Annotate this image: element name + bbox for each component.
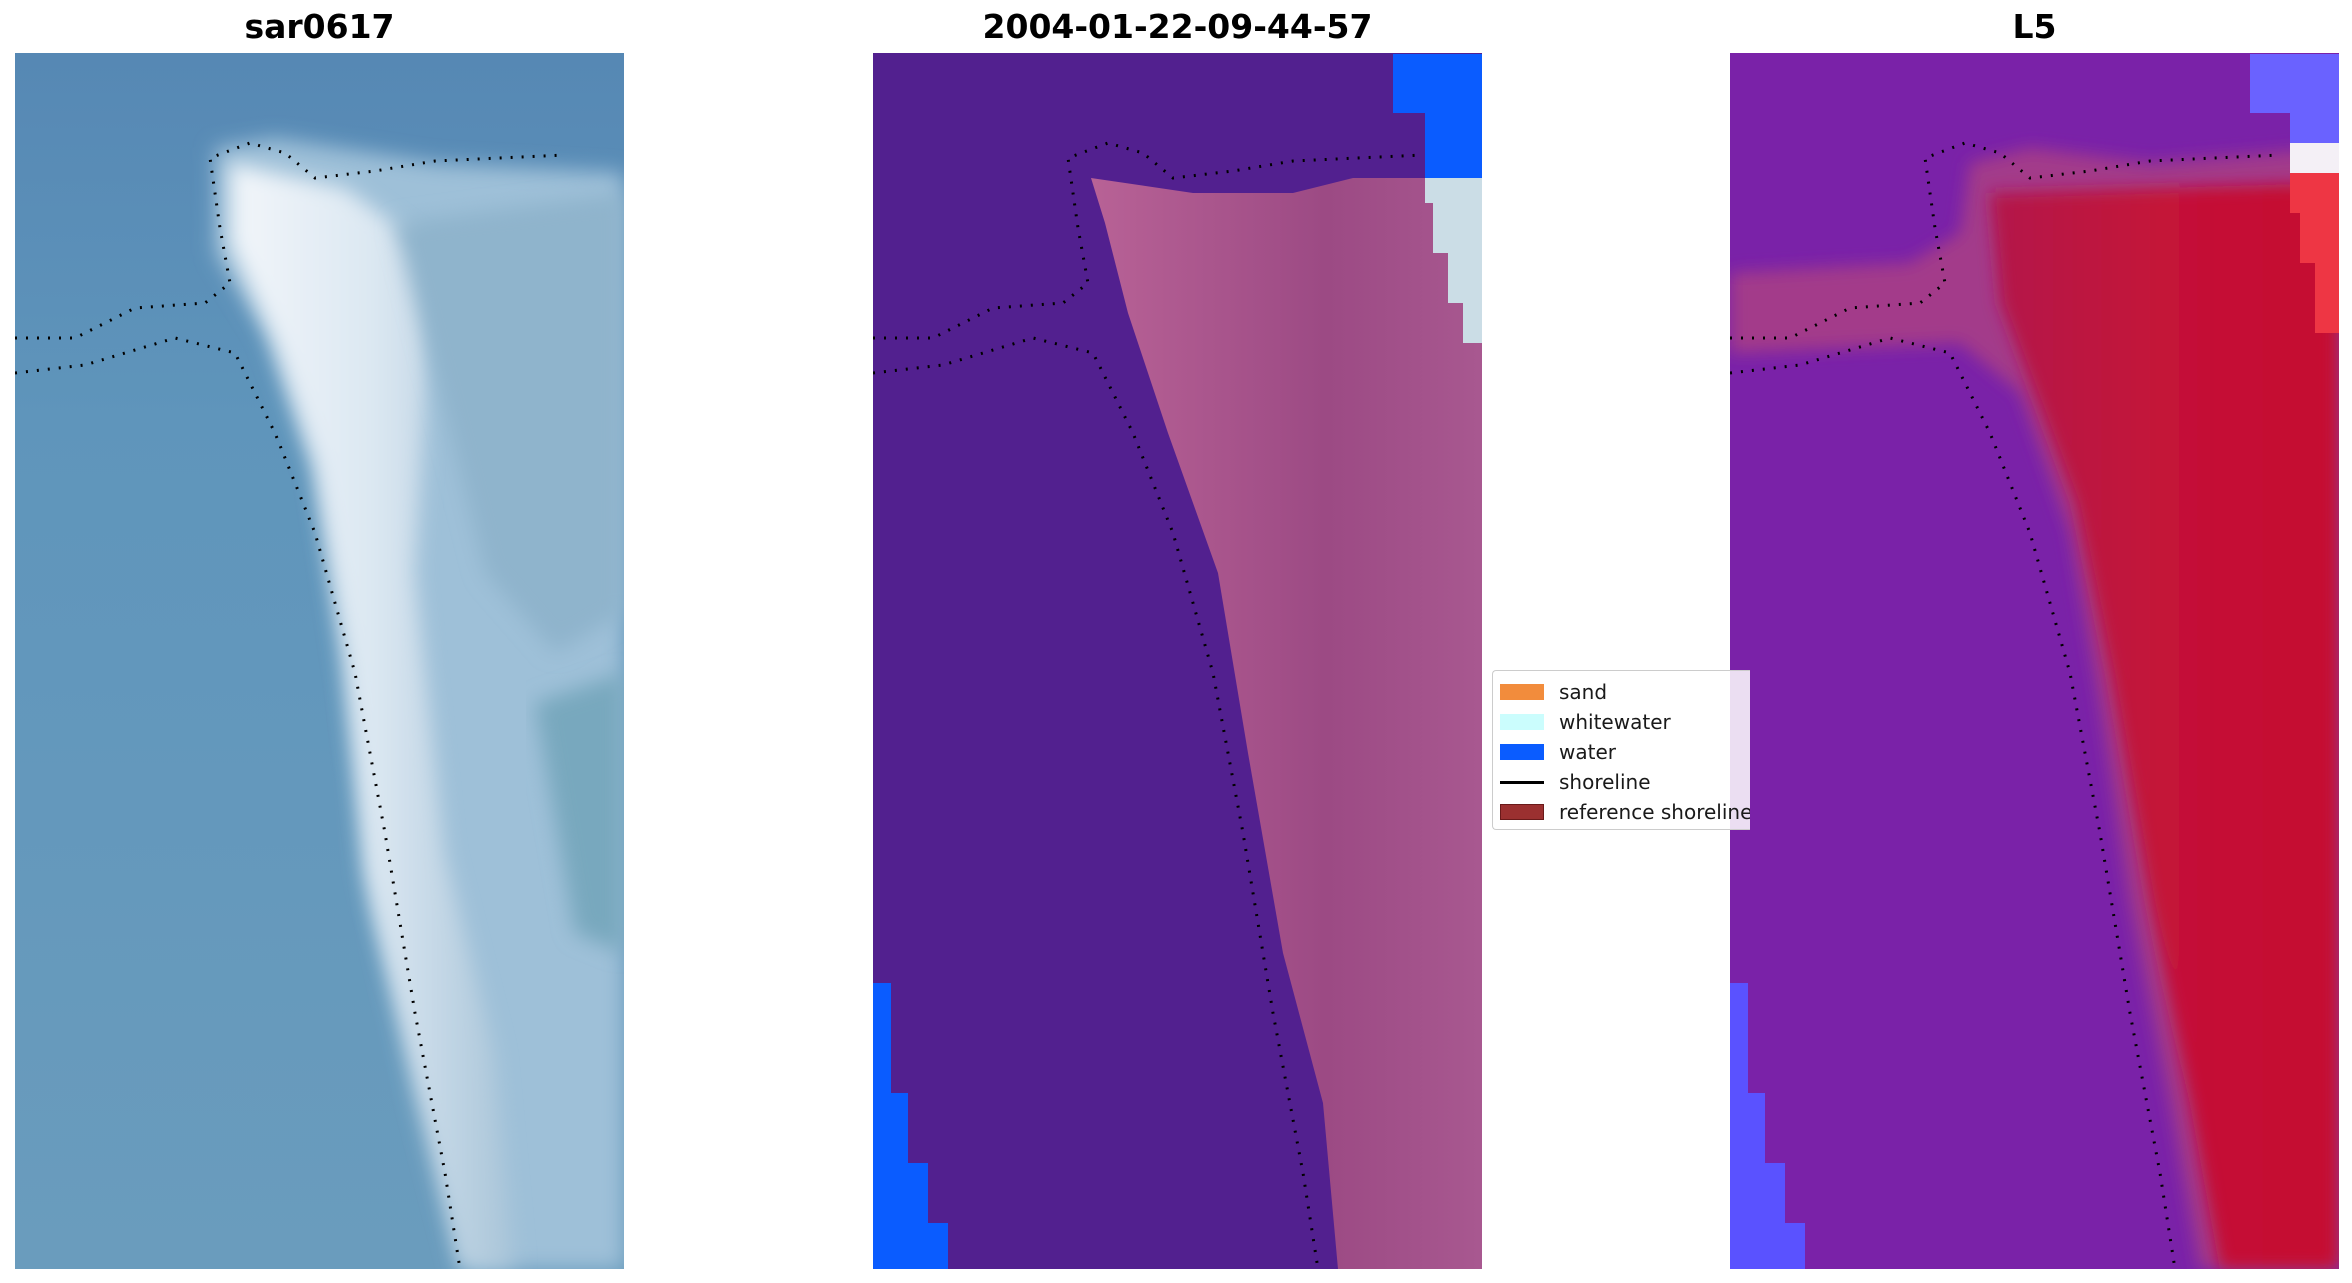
legend-label-whitewater: whitewater: [1559, 710, 1671, 734]
legend-item-shoreline: shoreline: [1493, 766, 1750, 796]
reference-shoreline-swatch: [1500, 804, 1544, 820]
legend: sand whitewater water shoreline referenc…: [1492, 670, 1750, 830]
classification-image: [873, 53, 1482, 1269]
legend-label-water: water: [1559, 740, 1616, 764]
index-image-panel: [1730, 53, 2339, 1269]
legend-item-sand: sand: [1493, 676, 1750, 706]
legend-item-whitewater: whitewater: [1493, 706, 1750, 736]
classification-panel: [873, 53, 1482, 1269]
panel-title-classification: 2004-01-22-09-44-57: [982, 7, 1373, 46]
legend-label-shoreline: shoreline: [1559, 770, 1651, 794]
legend-label-sand: sand: [1559, 680, 1608, 704]
panel-title-rgb: sar0617: [244, 7, 395, 46]
legend-item-reference-shoreline: reference shoreline: [1493, 796, 1750, 826]
legend-label-reference-shoreline: reference shoreline: [1559, 800, 1750, 824]
rgb-image-panel: [15, 53, 624, 1269]
index-image: [1730, 53, 2339, 1269]
whitewater-swatch: [1500, 714, 1544, 730]
water-swatch: [1500, 744, 1544, 760]
shoreline-line-icon: [1500, 781, 1544, 784]
rgb-image: [15, 53, 624, 1269]
sand-swatch: [1500, 684, 1544, 700]
panel-title-index: L5: [2012, 7, 2057, 46]
legend-item-water: water: [1493, 736, 1750, 766]
